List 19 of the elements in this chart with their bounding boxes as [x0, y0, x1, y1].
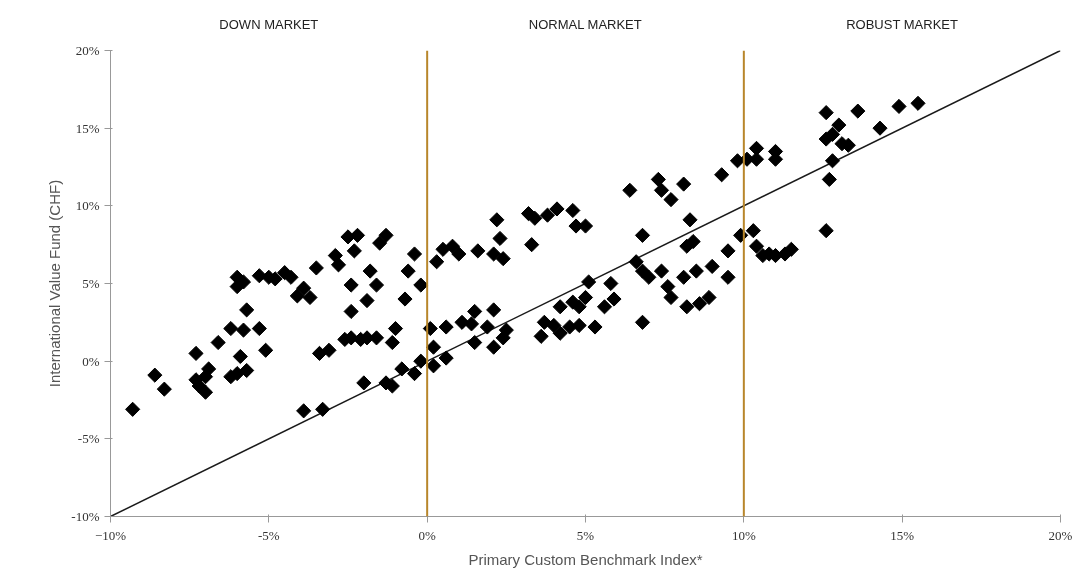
x-tick-label: 20% — [1048, 527, 1073, 543]
y-tick-label: 10% — [75, 198, 100, 214]
y-tick-label: 20% — [75, 43, 100, 58]
x-tick-label: −10% — [94, 527, 127, 543]
x-tick-label: 0% — [418, 527, 436, 543]
x-tick-label: 5% — [576, 527, 595, 543]
y-tick-label: 15% — [75, 120, 100, 136]
y-tick-label: 0% — [82, 353, 100, 369]
x-tick-label: 10% — [731, 527, 756, 543]
y-tick-label: -5% — [77, 431, 100, 447]
text: DOWN MARKET — [219, 17, 319, 32]
x-tick-label: 15% — [890, 527, 915, 543]
y-tick-label: -10% — [71, 509, 100, 524]
y-tick-label: 5% — [82, 276, 100, 291]
x-axis-title: Primary Custom Benchmark Index* — [468, 550, 703, 568]
x-tick-label: -5% — [258, 527, 280, 543]
y-axis-title: International Value Fund (CHF) — [46, 179, 64, 388]
text: NORMAL MARKET — [528, 17, 642, 32]
text: ROBUST MARKET — [846, 17, 958, 32]
